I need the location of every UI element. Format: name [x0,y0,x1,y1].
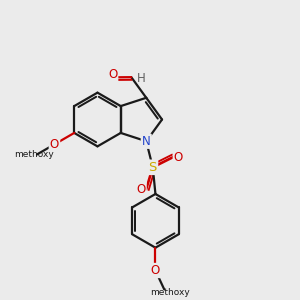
Text: O: O [174,151,183,164]
Text: methoxy: methoxy [150,288,190,297]
Text: O: O [50,138,59,151]
Text: S: S [148,161,157,174]
Text: O: O [151,264,160,277]
Text: methoxy: methoxy [14,150,54,159]
Text: N: N [142,135,151,148]
Text: O: O [108,68,117,81]
Text: H: H [137,72,146,85]
Text: O: O [136,183,146,196]
